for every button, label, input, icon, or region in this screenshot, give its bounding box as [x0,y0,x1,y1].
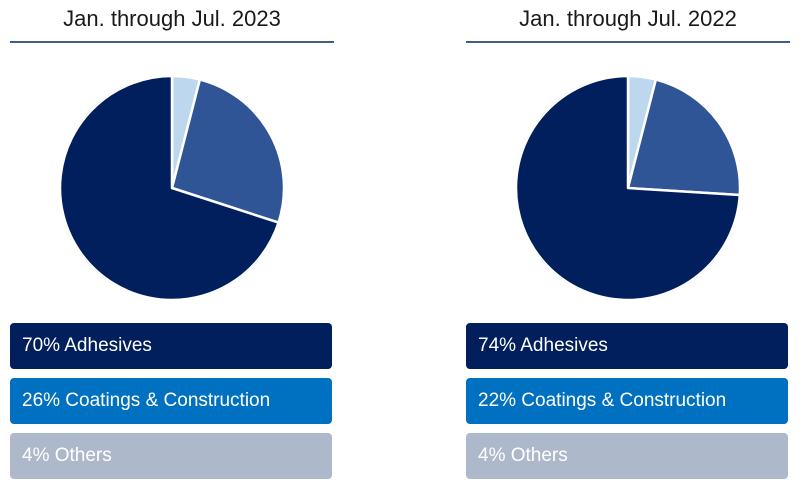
legend-item-others: 4% Others [466,433,788,479]
pie-slice-coatings-construction [170,78,286,224]
pie-chart-2022 [514,74,742,302]
chart-panel-2023: Jan. through Jul. 2023 70% Adhesives 26%… [10,0,334,489]
chart-panel-2022: Jan. through Jul. 2022 74% Adhesives 22%… [466,0,790,489]
chart-title: Jan. through Jul. 2023 [63,6,281,31]
pie-slice-coatings-construction [626,78,742,197]
title-underline [10,41,334,43]
legend-item-coatings-construction: 22% Coatings & Construction [466,378,788,424]
pie-chart-2023 [58,74,286,302]
title-underline [466,41,790,43]
legend-item-adhesives: 70% Adhesives [10,323,332,369]
legend-item-adhesives: 74% Adhesives [466,323,788,369]
pie-slice-adhesives [514,74,742,302]
legend-item-coatings-construction: 26% Coatings & Construction [10,378,332,424]
legend-item-others: 4% Others [10,433,332,479]
pie-slice-adhesives [58,74,280,302]
chart-title: Jan. through Jul. 2022 [519,6,737,31]
